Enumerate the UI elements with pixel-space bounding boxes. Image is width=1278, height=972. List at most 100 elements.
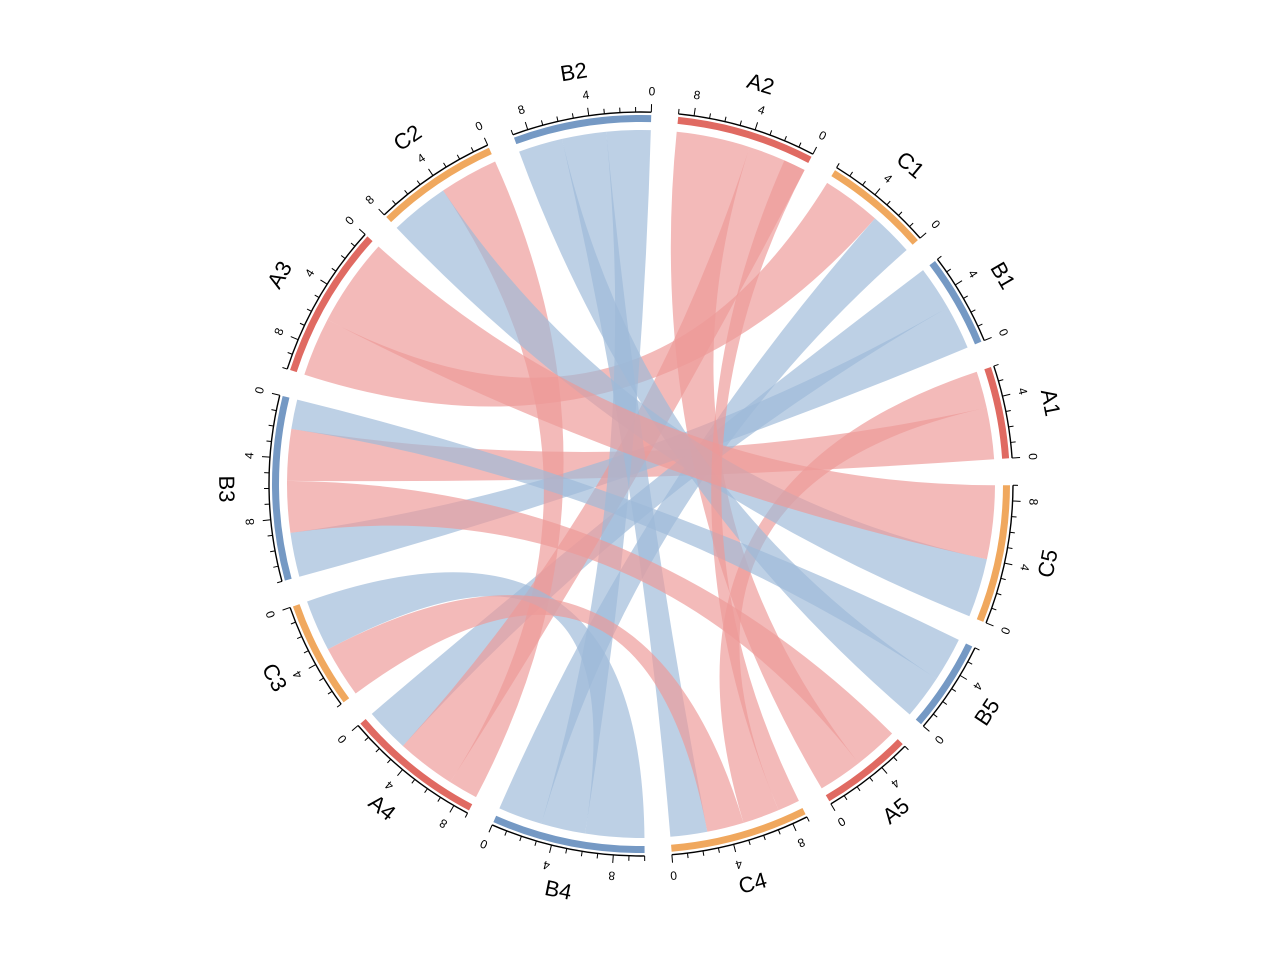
sector-label-C2: C2 (389, 119, 426, 155)
tick-label-B3-0: 0 (252, 385, 267, 395)
tick-C4-7 (777, 829, 781, 835)
tick-label-C4-4: 4 (734, 857, 744, 872)
tick-A1-5 (998, 379, 1004, 382)
tick-B3-0 (271, 392, 280, 396)
tick-A1-0 (1012, 456, 1021, 459)
sector-A1: 0 4 A1 (984, 363, 1066, 461)
tick-label-C2-4: 4 (415, 150, 429, 166)
sector-axis-C5 (985, 485, 1014, 624)
tick-B1-1 (977, 323, 983, 327)
tick-label-A3-4: 4 (302, 266, 318, 279)
tick-label-C2-0: 0 (473, 118, 485, 134)
tick-label-C1-0: 0 (928, 217, 943, 232)
tick-A4-1 (364, 736, 369, 741)
sector-label-B4: B4 (543, 875, 574, 905)
tick-C4-5 (748, 839, 751, 845)
tick-A4-8 (449, 805, 455, 813)
sector-axis-A5 (830, 745, 906, 805)
tick-C3-2 (296, 636, 302, 640)
sector-label-A3: A3 (262, 257, 297, 293)
sector-track-A3 (290, 236, 373, 373)
tick-label-B1-4: 4 (965, 267, 981, 280)
tick-label-C5-0: 0 (998, 625, 1014, 637)
sector-track-B2 (513, 115, 652, 145)
tick-B3-1 (271, 409, 277, 412)
tick-label-A4-0: 0 (335, 732, 350, 746)
tick-A1-1 (1010, 441, 1016, 443)
tick-A1-2 (1008, 425, 1014, 428)
tick-B4-4 (549, 844, 552, 853)
tick-B3-8 (262, 519, 271, 522)
tick-A1-6 (993, 363, 999, 367)
tick-B1-5 (946, 268, 952, 273)
tick-A3-7 (299, 322, 305, 326)
tick-A2-7 (709, 113, 711, 119)
sector-track-C1 (831, 170, 918, 245)
tick-C1-7 (836, 163, 840, 168)
tick-A2-3 (769, 130, 773, 136)
tick-C3-7 (336, 703, 342, 708)
link-C1-B4 (499, 218, 907, 824)
tick-C4-4 (733, 844, 737, 853)
sector-label-B3: B3 (214, 475, 239, 502)
tick-C3-4 (308, 664, 317, 669)
tick-label-A3-0: 0 (342, 213, 357, 228)
tick-B5-1 (933, 713, 938, 718)
tick-label-B3-4: 4 (242, 452, 256, 460)
tick-B5-2 (942, 701, 948, 705)
sector-C5: 0 4 8 C5 (976, 484, 1063, 637)
tick-C4-0 (671, 854, 674, 863)
tick-A5-4 (881, 767, 888, 774)
tick-B5-3 (951, 688, 957, 692)
sector-axis-A4 (357, 725, 468, 814)
tick-A2-8 (693, 107, 696, 116)
tick-C5-5 (1007, 547, 1013, 550)
tick-label-A3-8: 8 (271, 326, 287, 338)
tick-B3-10 (270, 550, 276, 553)
tick-A4-3 (387, 758, 392, 764)
tick-C4-9 (806, 816, 810, 822)
tick-C4-6 (763, 835, 766, 841)
tick-A5-2 (856, 786, 861, 792)
tick-B4-1 (504, 830, 508, 836)
tick-C2-4 (428, 168, 434, 176)
link-C3-B4 (307, 572, 645, 838)
tick-A4-2 (375, 748, 380, 753)
tick-C2-1 (470, 147, 474, 153)
tick-A2-5 (739, 120, 742, 126)
tick-C1-2 (898, 211, 903, 216)
tick-A3-0 (358, 228, 366, 235)
tick-label-C3-0: 0 (263, 609, 279, 620)
link-B3-B5 (291, 399, 959, 679)
tick-B4-8 (612, 854, 614, 863)
sector-axis-B5 (922, 647, 976, 727)
tick-label-A4-4: 4 (382, 778, 396, 793)
tick-C5-3 (1000, 577, 1006, 581)
tick-A3-6 (306, 308, 312, 312)
tick-C1-4 (874, 188, 881, 196)
sector-B2: 0 4 8 B2 (510, 57, 656, 145)
tick-label-B2-4: 4 (582, 88, 591, 103)
tick-label-A1-0: 0 (1026, 453, 1040, 461)
tick-label-B3-8: 8 (243, 517, 258, 525)
tick-B2-6 (556, 116, 559, 122)
link-C3-C4 (327, 595, 744, 832)
tick-B1-4 (955, 280, 963, 286)
tick-A4-9 (464, 812, 469, 818)
sector-B4: 0 4 8 B4 (478, 815, 646, 905)
sector-label-C1: C1 (892, 146, 930, 183)
tick-A3-3 (331, 267, 337, 272)
links-layer (287, 129, 995, 838)
sector-track-C5 (976, 485, 1010, 622)
tick-A4-7 (437, 797, 441, 802)
sector-track-A5 (825, 739, 903, 802)
tick-label-B4-4: 4 (541, 858, 551, 873)
tick-B4-3 (534, 840, 537, 846)
link-C2-C5 (396, 190, 987, 617)
sector-track-A1 (984, 366, 1010, 459)
tick-B4-2 (519, 836, 522, 842)
tick-C4-3 (717, 847, 720, 853)
tick-A3-10 (282, 367, 288, 370)
sector-label-A1: A1 (1036, 387, 1066, 418)
